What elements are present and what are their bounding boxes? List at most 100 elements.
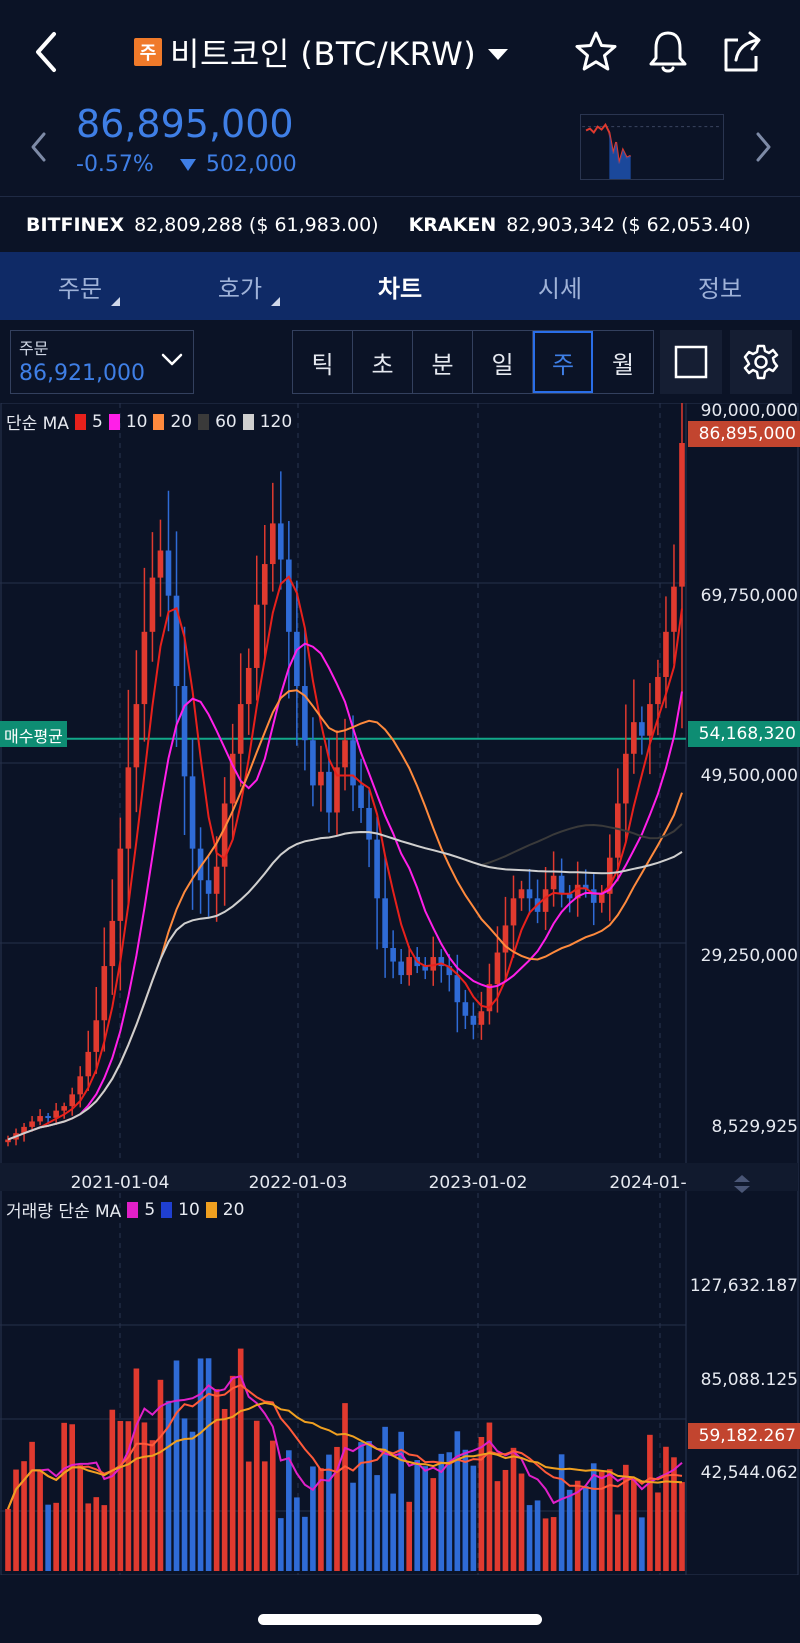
candle-body (671, 586, 677, 632)
price-volume-chart[interactable] (0, 403, 800, 1575)
resize-handle-icon[interactable] (732, 1173, 752, 1195)
period-week[interactable]: 주 (533, 331, 593, 393)
volume-bar (125, 1421, 132, 1571)
order-label: 주문 (19, 339, 49, 358)
menu-corner-icon (271, 297, 280, 306)
period-second[interactable]: 초 (353, 331, 413, 393)
volume-bar (414, 1460, 421, 1571)
candle-body (29, 1121, 35, 1127)
candle-body (366, 807, 372, 840)
price-tick-label: 69,750,000 (700, 586, 798, 606)
volume-bar (366, 1441, 372, 1571)
volume-bar (526, 1505, 533, 1571)
last-volume-tag: 59,182.267 (688, 1423, 800, 1449)
next-arrow-icon[interactable] (750, 130, 776, 164)
price-change: -0.57% 502,000 (76, 152, 297, 177)
volume-bar (598, 1471, 605, 1571)
candle-body (109, 920, 116, 967)
volume-ma10-line (7, 1383, 683, 1510)
volume-bar (647, 1434, 653, 1571)
candle-body (526, 889, 533, 899)
candle-body (398, 961, 404, 976)
volume-bar (37, 1470, 43, 1571)
candle-body (189, 776, 196, 849)
period-day[interactable]: 일 (473, 331, 533, 393)
volume-bar (358, 1442, 364, 1571)
price-tick-label: 90,000,000 (700, 401, 798, 421)
volume-bar (374, 1475, 380, 1571)
x-tick-label: 2024-01- (609, 1173, 687, 1193)
settings-button[interactable] (730, 330, 792, 394)
candle-body (101, 966, 108, 1021)
avg-price-tag: 54,168,320 (688, 721, 800, 747)
candle-body (221, 803, 228, 867)
candle-body (141, 631, 148, 705)
volume-bar (93, 1497, 100, 1571)
share-icon[interactable] (718, 28, 766, 76)
candle-body (462, 1002, 469, 1016)
exchange-name: KRAKEN (408, 214, 497, 236)
star-icon[interactable] (572, 28, 620, 76)
back-arrow-icon[interactable] (26, 28, 66, 76)
exchange-prices: BITFINEX 82,809,288 ($ 61,983.00) KRAKEN… (0, 198, 800, 252)
order-price-select[interactable]: 주문 86,921,000 (10, 330, 194, 394)
candle-body (614, 803, 621, 858)
volume-bar (550, 1517, 557, 1571)
volume-bar (566, 1489, 573, 1571)
period-tick[interactable]: 틱 (293, 331, 353, 393)
prev-arrow-icon[interactable] (26, 130, 52, 164)
price-legend-prefix: 단순 MA (6, 414, 69, 434)
volume-bar (446, 1452, 453, 1571)
candle-body (165, 550, 172, 596)
bell-icon[interactable] (644, 28, 692, 76)
volume-bar (590, 1463, 597, 1571)
x-tick-label: 2023-01-02 (428, 1173, 528, 1193)
candle-body (205, 880, 212, 894)
title-selector[interactable]: 주 비트코인 (BTC/KRW) (134, 30, 509, 74)
volume-bar (181, 1418, 188, 1571)
volume-bar (286, 1450, 292, 1571)
volume-bar (5, 1508, 11, 1571)
volume-legend-prefix: 거래량 단순 MA (6, 1202, 122, 1222)
mini-chart[interactable] (580, 114, 724, 180)
candle-body (93, 1020, 100, 1052)
volume-bar (438, 1453, 445, 1571)
volume-bar (655, 1492, 661, 1571)
volume-bar (679, 1482, 685, 1571)
volume-tick-label: 85,088.125 (700, 1370, 798, 1390)
volume-bar (623, 1464, 629, 1571)
candle-body (149, 577, 156, 632)
chart-panel[interactable]: 단순 MA 5 10 20 60 120 90,000,000 86,895,0… (0, 401, 800, 1575)
volume-bar (318, 1468, 324, 1571)
candle-body (310, 740, 316, 786)
volume-bar (45, 1504, 51, 1571)
volume-bar (430, 1478, 437, 1571)
candle-body (655, 676, 661, 705)
candle-body (374, 839, 380, 899)
candle-body (302, 686, 308, 741)
fullscreen-button[interactable] (660, 330, 722, 394)
tab-order[interactable]: 주문 (0, 252, 160, 320)
candle-body (510, 898, 517, 926)
candle-body (173, 595, 180, 687)
period-month[interactable]: 월 (611, 350, 635, 379)
volume-bar (639, 1517, 645, 1571)
tab-market[interactable]: 시세 (537, 274, 583, 303)
candle-body (446, 966, 453, 976)
last-price-tag: 86,895,000 (688, 421, 800, 447)
chart-controls: 주문 86,921,000 틱 초 분 일 주 월 (0, 320, 800, 402)
candle-body (261, 564, 268, 605)
volume-bar (671, 1457, 677, 1571)
tab-info[interactable]: 정보 (697, 274, 743, 303)
ma5-swatch (74, 413, 86, 430)
ma5-line (7, 575, 683, 1141)
volume-bar (101, 1505, 108, 1571)
candle-body (631, 722, 637, 754)
tab-chart[interactable]: 차트 (377, 274, 423, 303)
volume-bar (342, 1403, 348, 1571)
volume-bar (663, 1446, 669, 1571)
ma120-swatch (242, 413, 254, 430)
period-minute[interactable]: 분 (413, 331, 473, 393)
tab-orderbook[interactable]: 호가 (160, 252, 320, 320)
divider (0, 196, 800, 197)
